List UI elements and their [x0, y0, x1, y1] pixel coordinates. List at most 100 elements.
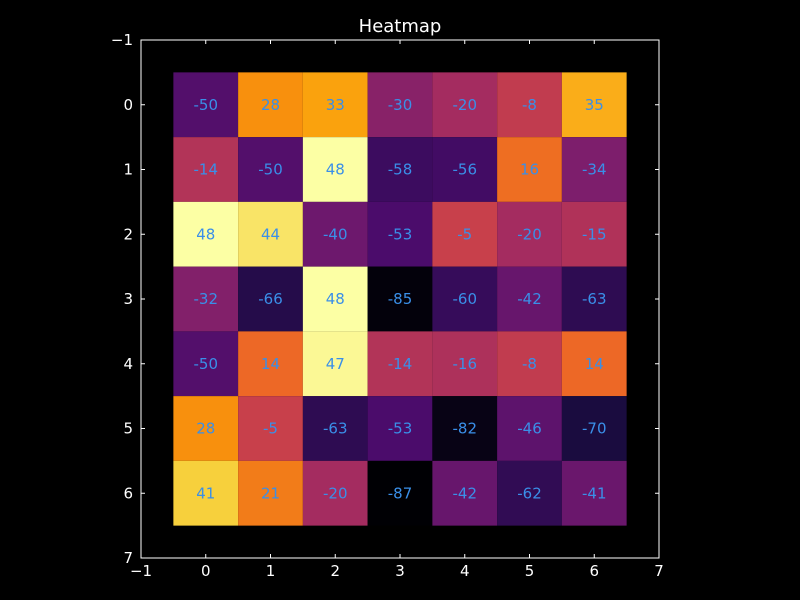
- cell-value-label: -56: [453, 161, 478, 179]
- heatmap-cell: [367, 72, 433, 138]
- heatmap-cell: [367, 460, 433, 526]
- heatmap-cell: [497, 331, 562, 397]
- cell-value-label: 41: [196, 484, 215, 502]
- heatmap-cell: [367, 201, 433, 267]
- x-tick-label: 7: [654, 562, 664, 580]
- x-tick-label: −1: [130, 562, 152, 580]
- cell-value-label: -32: [194, 290, 219, 308]
- y-tick-label: −1: [111, 31, 133, 49]
- cell-value-labels: -50 28 33 -30 -20 -8 35 -14 -50 48 -58 -56 16 -34 48 44…: [194, 96, 607, 503]
- cell-value-label: 35: [585, 96, 604, 114]
- heatmap-cell: [173, 331, 239, 397]
- cell-value-label: -53: [388, 420, 413, 438]
- cell-value-label: -70: [582, 420, 607, 438]
- cell-value-label: -14: [388, 355, 413, 373]
- y-tick-label: 5: [123, 420, 133, 438]
- x-tick-label: 0: [201, 562, 211, 580]
- y-axis-ticks: −1 0 1 2 3 4 5 6 7: [111, 31, 659, 567]
- heatmap-cell: [367, 137, 433, 202]
- heatmap-cell: [173, 460, 239, 526]
- y-tick-label: 6: [123, 484, 133, 502]
- cell-value-label: -87: [388, 484, 413, 502]
- cell-value-label: 44: [261, 225, 280, 243]
- heatmap-cell: [238, 137, 303, 202]
- cell-value-label: -42: [517, 290, 542, 308]
- heatmap-cell: [238, 396, 303, 461]
- cell-value-label: -50: [194, 355, 219, 373]
- cell-value-label: -5: [263, 420, 278, 438]
- x-tick-label: 5: [525, 562, 535, 580]
- heatmap-cell: [432, 137, 498, 202]
- heatmap-cell: [238, 266, 303, 332]
- heatmap-cell: [173, 266, 239, 332]
- cell-value-label: 28: [261, 96, 280, 114]
- x-tick-label: 1: [266, 562, 276, 580]
- y-tick-label: 0: [123, 96, 133, 114]
- heatmap-cells: [173, 72, 627, 526]
- heatmap-cell: [302, 137, 368, 202]
- cell-value-label: -82: [453, 420, 478, 438]
- heatmap-cell: [432, 266, 498, 332]
- cell-value-label: 14: [261, 355, 280, 373]
- cell-value-label: 33: [326, 96, 345, 114]
- cell-value-label: -60: [453, 290, 478, 308]
- cell-value-label: -50: [194, 96, 219, 114]
- cell-value-label: -8: [522, 96, 537, 114]
- cell-value-label: -20: [323, 484, 348, 502]
- cell-value-label: -8: [522, 355, 537, 373]
- cell-value-label: -41: [582, 484, 607, 502]
- cell-value-label: -15: [582, 225, 607, 243]
- heatmap-cell: [238, 201, 303, 267]
- heatmap-cell: [497, 460, 562, 526]
- cell-value-label: -42: [453, 484, 478, 502]
- cell-value-label: -85: [388, 290, 413, 308]
- heatmap-cell: [367, 331, 433, 397]
- heatmap-cell: [367, 396, 433, 461]
- heatmap-cell: [561, 201, 627, 267]
- heatmap-cell: [561, 396, 627, 461]
- cell-value-label: -5: [457, 225, 472, 243]
- cell-value-label: -46: [517, 420, 542, 438]
- cell-value-label: -62: [517, 484, 542, 502]
- cell-value-label: -40: [323, 225, 348, 243]
- cell-value-label: -63: [323, 420, 348, 438]
- heatmap-cell: [173, 137, 239, 202]
- heatmap-cell: [497, 266, 562, 332]
- heatmap-cell: [432, 331, 498, 397]
- heatmap-cell: [561, 266, 627, 332]
- heatmap-cell: [497, 396, 562, 461]
- heatmap-cell: [173, 72, 239, 138]
- heatmap-cell: [302, 396, 368, 461]
- cell-value-label: 21: [261, 484, 280, 502]
- x-tick-label: 4: [460, 562, 470, 580]
- cell-value-label: -20: [453, 96, 478, 114]
- heatmap-cell: [302, 72, 368, 138]
- x-tick-label: 6: [589, 562, 599, 580]
- heatmap-cell: [302, 201, 368, 267]
- heatmap-cell: [497, 72, 562, 138]
- heatmap-cell: [238, 331, 303, 397]
- cell-value-label: 48: [196, 225, 215, 243]
- heatmap-cell: [561, 460, 627, 526]
- y-tick-label: 2: [123, 225, 133, 243]
- heatmap-cell: [367, 266, 433, 332]
- cell-value-label: -66: [258, 290, 283, 308]
- cell-value-label: -63: [582, 290, 607, 308]
- y-tick-label: 1: [123, 161, 133, 179]
- heatmap-cell: [302, 460, 368, 526]
- heatmap-cell: [173, 201, 239, 267]
- cell-value-label: -50: [258, 161, 283, 179]
- heatmap-cell: [238, 460, 303, 526]
- cell-value-label: -53: [388, 225, 413, 243]
- cell-value-label: 48: [326, 290, 345, 308]
- x-axis-ticks: −1 0 1 2 3 4 5 6 7: [130, 40, 664, 580]
- cell-value-label: 28: [196, 420, 215, 438]
- cell-value-label: -16: [453, 355, 478, 373]
- heatmap-cell: [432, 72, 498, 138]
- heatmap-cell: [238, 72, 303, 138]
- heatmap-cell: [497, 201, 562, 267]
- cell-value-label: -58: [388, 161, 413, 179]
- heatmap-cell: [561, 72, 627, 138]
